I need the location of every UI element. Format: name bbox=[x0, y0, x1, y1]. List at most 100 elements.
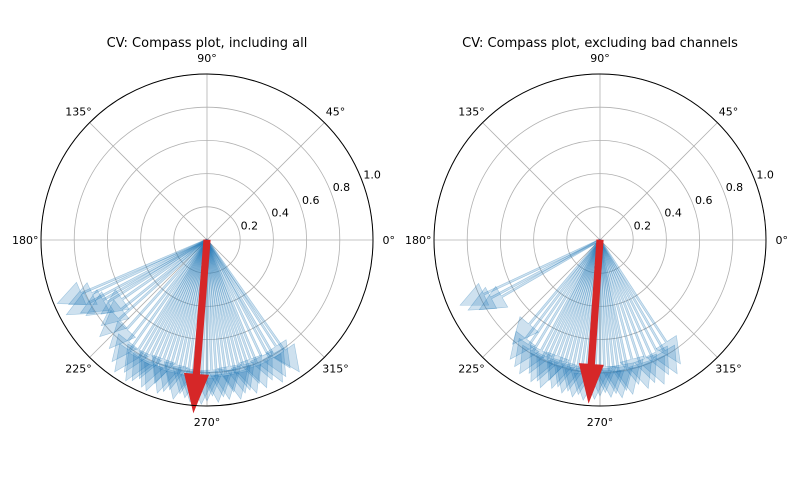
compass-arrow bbox=[598, 239, 640, 395]
radial-tick-label: 0.6 bbox=[302, 194, 320, 207]
compass-arrow bbox=[144, 239, 209, 392]
compass-arrow bbox=[85, 238, 208, 317]
compass-arrow bbox=[528, 239, 602, 375]
compass-arrow bbox=[123, 239, 209, 373]
compass-arrow bbox=[131, 239, 209, 382]
chart-title: CV: Compass plot, excluding bad channels bbox=[462, 36, 738, 51]
compass-panel-excluding-bad: CV: Compass plot, excluding bad channels… bbox=[405, 36, 788, 429]
radial-tick-label: 0.4 bbox=[664, 207, 682, 220]
radial-tick-label: 1.0 bbox=[756, 168, 774, 181]
compass-arrow bbox=[205, 239, 255, 391]
compass-arrow bbox=[205, 239, 251, 394]
compass-arrow bbox=[56, 238, 208, 305]
angle-tick-label: 90° bbox=[197, 52, 217, 65]
compass-arrow bbox=[205, 239, 269, 389]
radial-tick-label: 0.2 bbox=[241, 219, 258, 232]
compass-arrow bbox=[99, 238, 209, 338]
compass-arrow bbox=[205, 239, 300, 373]
angle-tick-label: 270° bbox=[587, 416, 614, 429]
compass-arrow bbox=[538, 239, 602, 389]
angular-gridline bbox=[89, 239, 208, 358]
angle-tick-label: 315° bbox=[322, 363, 349, 376]
mean-arrow bbox=[578, 239, 604, 404]
compass-arrow bbox=[67, 238, 208, 305]
compass-arrow bbox=[79, 238, 208, 314]
mean-arrow bbox=[183, 239, 211, 414]
compass-arrow bbox=[548, 239, 602, 390]
compass-arrow bbox=[114, 239, 209, 373]
compass-arrow bbox=[65, 238, 208, 316]
compass-arrow bbox=[598, 239, 678, 375]
compass-arrow bbox=[514, 239, 602, 368]
compass-arrow bbox=[596, 239, 622, 399]
radial-tick-label: 1.0 bbox=[363, 168, 381, 181]
compass-arrow bbox=[598, 239, 681, 365]
radial-tick-labels: 0.2 0.4 0.6 0.8 1.0 bbox=[241, 168, 381, 232]
compass-arrow bbox=[100, 238, 209, 327]
compass-arrow bbox=[536, 239, 602, 382]
compass-arrow bbox=[205, 239, 261, 394]
polar-frame bbox=[433, 73, 767, 407]
compass-arrow bbox=[125, 239, 209, 382]
radial-tick-label: 0.8 bbox=[333, 181, 351, 194]
radial-tick-labels: 0.2 0.4 0.6 0.8 1.0 bbox=[634, 168, 774, 232]
compass-arrow bbox=[519, 239, 602, 375]
angle-tick-labels: 0° 45° 90° 135° 180° 225° 270° 315° bbox=[12, 52, 395, 429]
angle-tick-label: 135° bbox=[65, 105, 92, 118]
compass-arrow bbox=[512, 238, 602, 345]
compass-arrow bbox=[205, 239, 273, 381]
compass-arrow bbox=[140, 239, 209, 388]
compass-arrow bbox=[153, 239, 209, 394]
angle-tick-label: 315° bbox=[715, 363, 742, 376]
angle-tick-label: 180° bbox=[405, 234, 432, 247]
compass-arrow bbox=[467, 238, 601, 311]
compass-arrow bbox=[598, 239, 644, 386]
angle-tick-label: 45° bbox=[719, 105, 739, 118]
compass-arrow bbox=[205, 239, 287, 378]
compass-arrow bbox=[152, 239, 209, 385]
compass-arrow bbox=[598, 239, 652, 390]
compass-panel-all: CV: Compass plot, including all 0° 45° 90°… bbox=[12, 36, 395, 429]
compass-arrow bbox=[530, 239, 602, 383]
angle-tick-label: 225° bbox=[458, 363, 485, 376]
compass-arrow bbox=[205, 239, 291, 369]
angle-tick-label: 90° bbox=[590, 52, 610, 65]
compass-arrow bbox=[205, 239, 242, 393]
radial-tick-label: 0.4 bbox=[271, 207, 289, 220]
angle-tick-label: 270° bbox=[194, 416, 221, 429]
angle-tick-label: 0° bbox=[776, 234, 789, 247]
angle-tick-label: 135° bbox=[458, 105, 485, 118]
angular-gridline bbox=[599, 239, 718, 358]
compass-arrow bbox=[598, 239, 657, 384]
compass-arrow bbox=[205, 239, 283, 383]
angle-tick-label: 45° bbox=[326, 105, 346, 118]
compass-arrow bbox=[108, 238, 209, 350]
compass-arrows bbox=[56, 238, 300, 405]
compass-arrow bbox=[205, 239, 248, 400]
angle-tick-label: 0° bbox=[383, 234, 396, 247]
compass-arrow bbox=[509, 238, 602, 360]
compass-arrow bbox=[205, 239, 262, 385]
compass-arrow bbox=[598, 239, 669, 376]
angle-tick-label: 180° bbox=[12, 234, 39, 247]
angular-gridline bbox=[482, 122, 601, 241]
compass-arrow bbox=[546, 239, 602, 382]
chart-title: CV: Compass plot, including all bbox=[107, 36, 308, 51]
compass-arrow bbox=[478, 238, 601, 311]
radial-tick-label: 0.2 bbox=[634, 219, 652, 232]
radial-tick-label: 0.6 bbox=[695, 194, 713, 207]
angular-gridline bbox=[89, 122, 208, 241]
angle-tick-labels: 0° 45° 90° 135° 180° 225° 270° 315° bbox=[405, 52, 788, 429]
angular-gridline bbox=[599, 122, 718, 241]
compass-arrow bbox=[204, 239, 229, 403]
angular-gridline bbox=[206, 122, 325, 241]
compass-arrow bbox=[139, 239, 209, 380]
compass-arrows bbox=[459, 238, 681, 401]
compass-arrow bbox=[598, 239, 665, 385]
polar-frame bbox=[40, 73, 374, 407]
angular-gridline bbox=[482, 239, 601, 358]
angle-tick-label: 225° bbox=[65, 363, 92, 376]
angular-gridline bbox=[206, 239, 325, 358]
compass-arrow bbox=[111, 238, 209, 363]
